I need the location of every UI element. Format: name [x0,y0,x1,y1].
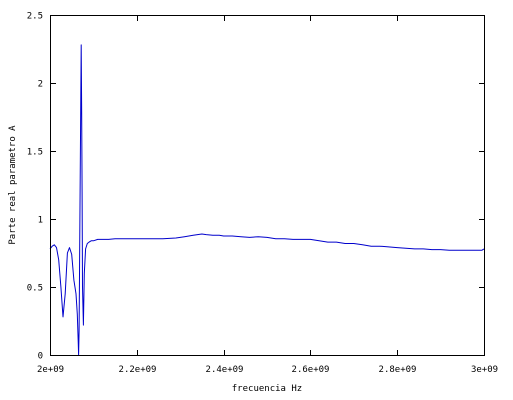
series-layer [49,44,485,356]
plot-frame [50,15,485,356]
y-axis-ticks: 0 0.5 1 1.5 2 2.5 [27,12,485,362]
y-tick-label: 0.5 [27,284,43,294]
y-axis-label: Parte real parametro A [8,125,18,245]
x-tick-label: 2.2e+09 [119,365,157,375]
y-tick-label: 2 [38,80,43,90]
x-tick-label: 2.6e+09 [292,365,330,375]
x-tick-label: 3e+09 [471,365,498,375]
x-tick-label: 2e+09 [37,365,64,375]
x-axis-ticks: 2e+09 2.2e+09 2.4e+09 2.6e+09 2.8e+09 3e+09 [37,15,498,375]
y-tick-label: 2.5 [27,12,43,22]
x-tick-label: 2.4e+09 [206,365,244,375]
data-series-line [49,44,485,356]
x-axis-label: frecuencia Hz [232,384,302,394]
y-tick-label: 0 [38,352,43,362]
y-tick-label: 1 [38,216,43,226]
x-tick-label: 2.8e+09 [379,365,417,375]
y-tick-label: 1.5 [27,148,43,158]
